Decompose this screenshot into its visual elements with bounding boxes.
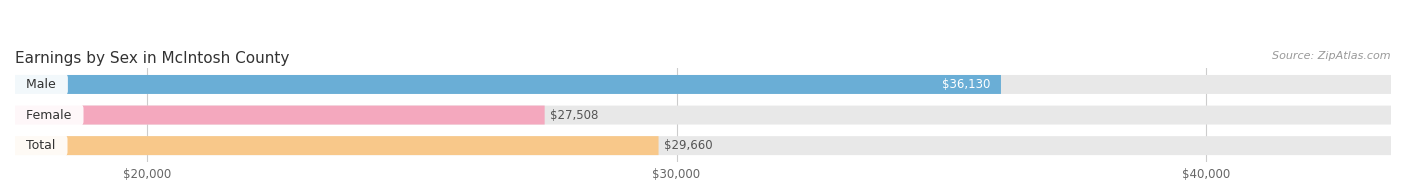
FancyBboxPatch shape xyxy=(15,75,1391,94)
Text: Total: Total xyxy=(18,139,63,152)
FancyBboxPatch shape xyxy=(15,106,1391,124)
FancyBboxPatch shape xyxy=(15,136,1391,155)
Text: $36,130: $36,130 xyxy=(942,78,990,91)
Text: Earnings by Sex in McIntosh County: Earnings by Sex in McIntosh County xyxy=(15,51,290,66)
Text: Female: Female xyxy=(18,109,79,122)
FancyBboxPatch shape xyxy=(15,106,544,124)
Text: Source: ZipAtlas.com: Source: ZipAtlas.com xyxy=(1272,51,1391,61)
FancyBboxPatch shape xyxy=(15,136,658,155)
Text: $29,660: $29,660 xyxy=(664,139,713,152)
Text: $27,508: $27,508 xyxy=(550,109,599,122)
Text: Male: Male xyxy=(18,78,63,91)
FancyBboxPatch shape xyxy=(15,75,1001,94)
